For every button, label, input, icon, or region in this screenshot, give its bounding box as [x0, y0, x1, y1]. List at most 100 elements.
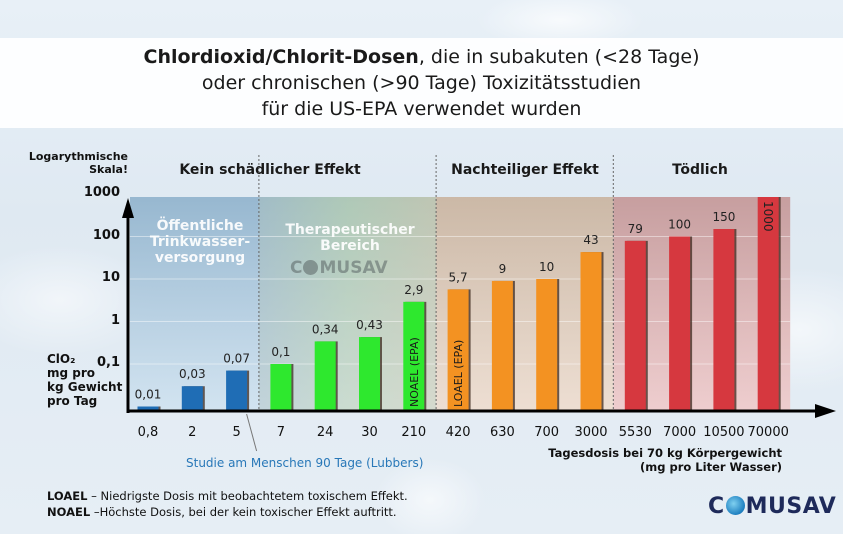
x-tick-label: 3000 [574, 425, 608, 440]
axes [122, 198, 836, 452]
bar-700 [536, 279, 558, 411]
y-axis-scale-title: Logarythmische Skala! [14, 150, 128, 176]
bar-5 [226, 370, 248, 411]
zone-label-therapeutic: Therapeutischer Bereich [280, 222, 420, 254]
loael-bar-label: LOAEL (EPA) [452, 340, 465, 407]
bar-value-label: 9 [499, 262, 507, 276]
bar-0,8 [137, 406, 159, 411]
x-tick-label: 630 [489, 425, 515, 440]
bar-30 [359, 337, 380, 411]
bar-70000 [757, 197, 779, 411]
x-tick-label: 5530 [618, 425, 652, 440]
x-tick-label: 10500 [703, 425, 745, 440]
y-title-line1: Logarythmische [28, 150, 128, 163]
title-line2: oder chronischen (>90 Tage) Toxizitätsst… [201, 72, 642, 94]
title-bold: Chlordioxid/Chlorit-Dosen [143, 46, 419, 68]
unit-line: kg Gewicht [47, 380, 123, 394]
legend: LOAEL – Niedrigste Dosis mit beobachtete… [47, 488, 408, 520]
bar-value-label: 5,7 [449, 270, 468, 284]
x-tick-label: 2 [188, 425, 197, 440]
title-line3: für die US-EPA verwendet wurden [261, 98, 582, 120]
x-tick-label: 210 [401, 425, 427, 440]
x-title-line2: (mg pro Liter Wasser) [640, 460, 782, 474]
y-axis-unit: ClO₂ mg pro kg Gewicht pro Tag [47, 352, 122, 408]
loael-term: LOAEL [47, 489, 88, 503]
zone-line: versorgung [154, 250, 246, 266]
logo-left: C [708, 494, 725, 519]
bar-24 [314, 341, 336, 411]
category-lethal: Tödlich [672, 162, 728, 178]
bar-210 [403, 301, 425, 411]
region-dividers [258, 155, 614, 411]
bar-420 [447, 289, 469, 411]
watermark-right: MUSAV [319, 258, 388, 278]
y-tick-label: 10 [101, 270, 120, 285]
title-line1-rest: , die in subakuten (<28 Tage) [418, 46, 700, 68]
bar-value-label: 0,34 [312, 322, 339, 336]
y-tick-label: 1 [110, 312, 120, 328]
category-no-effect: Kein schädlicher Effekt [179, 162, 361, 178]
bar-value-label: 1000 [761, 201, 775, 232]
comusav-logo: C MUSAV [708, 494, 836, 519]
x-tick-label: 420 [445, 425, 471, 440]
noael-bar-label: NOAEL (EPA) [408, 337, 421, 407]
bar-3000 [580, 252, 602, 411]
bar-value-label: 100 [668, 218, 691, 232]
x-title-line1: Tagesdosis bei 70 kg Körpergewicht [548, 446, 782, 460]
lubbers-leader-line [246, 413, 258, 452]
bar-value-label: 0,03 [179, 367, 206, 381]
bar-value-label: 0,01 [135, 388, 162, 402]
legend-loael: LOAEL – Niedrigste Dosis mit beobachtete… [47, 488, 408, 504]
x-axis-title: Tagesdosis bei 70 kg Körpergewicht (mg p… [540, 446, 782, 474]
zone-line: Öffentliche [156, 218, 244, 234]
x-tick-label: 7 [276, 425, 286, 440]
watermark-logo: C MUSAV [290, 258, 388, 278]
bar-5530 [624, 240, 646, 411]
zone-line: Bereich [320, 238, 380, 254]
legend-noael: NOAEL –Höchste Dosis, bei der kein toxis… [47, 504, 408, 520]
bar-10500 [713, 229, 735, 411]
zone-label-public-water: Öffentliche Trinkwasser- versorgung [140, 218, 260, 266]
bars: 0,01 0,03 0,07 0,1 0,34 0,43 2,9 NOAEL (EPA) 5,7… [135, 197, 781, 411]
logo-right: MUSAV [745, 494, 837, 519]
y-axis-arrow-icon [122, 198, 134, 218]
x-tick-label: 0,8 [137, 425, 159, 440]
zone-line: Therapeutischer [285, 222, 415, 238]
noael-term: NOAEL [47, 505, 91, 519]
x-tick-label: 7000 [663, 425, 697, 440]
bar-value-label: 0,43 [356, 318, 383, 332]
x-tick-label: 30 [361, 425, 378, 440]
y-tick-label: 100 [92, 227, 120, 243]
lubbers-annotation: Studie am Menschen 90 Tage (Lubbers) [186, 456, 424, 470]
y-tick-label: 1000 [83, 185, 120, 200]
x-tick-label: 5 [232, 425, 241, 440]
globe-icon [725, 496, 745, 515]
bar-value-label: 43 [583, 233, 598, 247]
y-tick-label: 0,1 [96, 355, 120, 370]
loael-text: – Niedrigste Dosis mit beobachtetem toxi… [87, 489, 408, 503]
bar-value-label: 10 [539, 260, 554, 274]
bar-value-label: 150 [712, 210, 735, 224]
unit-line: pro Tag [47, 394, 98, 408]
chart-title: Chlordioxid/Chlorit-Dosen, die in subaku… [0, 44, 843, 122]
zone-line: Trinkwasser- [149, 234, 251, 250]
unit-line: mg pro [47, 366, 96, 380]
x-tick-label: 24 [316, 425, 334, 440]
y-title-line2: Skala! [89, 163, 128, 176]
x-tick-label: 700 [534, 425, 560, 440]
bar-7 [270, 364, 292, 411]
watermark-left: C [290, 258, 303, 278]
globe-icon [303, 260, 319, 275]
bar-7000 [669, 236, 691, 411]
x-tick-label: 70000 [747, 425, 789, 440]
category-adverse: Nachteiliger Effekt [451, 162, 599, 178]
bar-value-label: 2,9 [404, 283, 423, 297]
bar-630 [491, 280, 513, 411]
bar-value-label: 79 [628, 222, 643, 236]
noael-text: –Höchste Dosis, bei der kein toxischer E… [90, 505, 397, 519]
unit-line: ClO₂ [47, 352, 76, 366]
bar-value-label: 0,1 [271, 345, 290, 359]
title-band [0, 38, 843, 128]
bar-value-label: 0,07 [223, 352, 250, 366]
